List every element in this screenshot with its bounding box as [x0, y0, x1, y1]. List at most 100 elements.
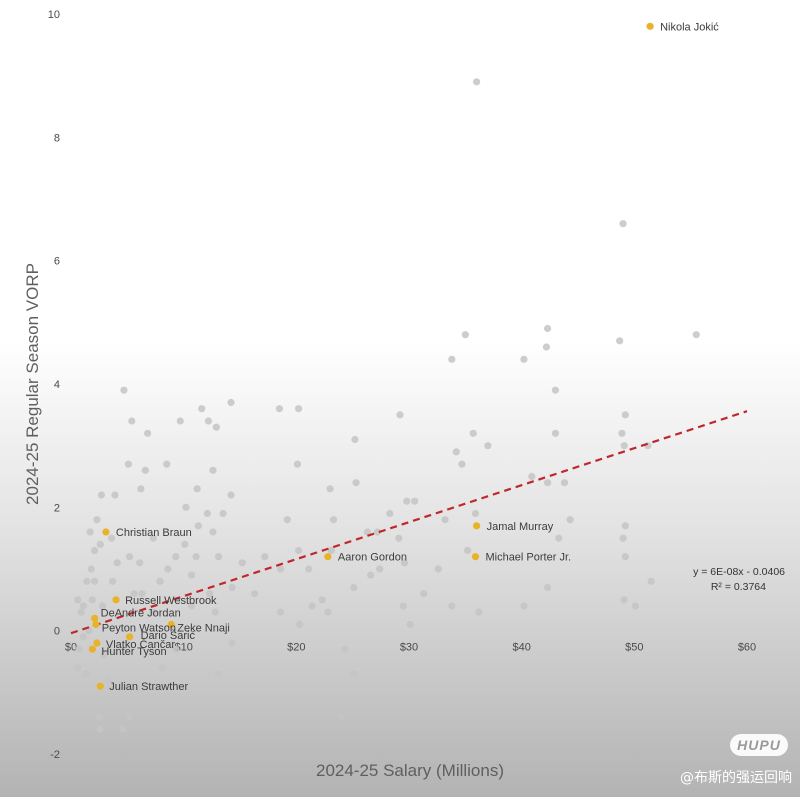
- x-tick-label: $10: [174, 642, 192, 654]
- league-point: [98, 602, 107, 610]
- league-point: [182, 503, 190, 511]
- axes: -2 0 2 4 6 8 10 $0 $10 $20 $30 $40 $50 $60: [48, 9, 756, 761]
- league-point: [324, 608, 332, 616]
- league-point: [96, 725, 104, 733]
- league-point: [448, 355, 456, 363]
- league-point: [228, 583, 236, 592]
- league-point: [631, 602, 640, 610]
- player-label: Russell Westbrook: [125, 595, 217, 607]
- league-point: [276, 608, 285, 616]
- x-tick-label: $40: [512, 642, 530, 654]
- league-point: [283, 516, 291, 524]
- league-point: [471, 509, 480, 518]
- player-label: Vlatko Čančar: [106, 638, 175, 651]
- league-point: [327, 546, 335, 555]
- y-tick-label: 4: [54, 379, 60, 391]
- league-point: [124, 460, 133, 468]
- league-point: [164, 565, 172, 573]
- league-point: [149, 682, 157, 690]
- league-point: [395, 534, 403, 542]
- league-point: [187, 602, 196, 610]
- trendline-equation: y = 6E-08x - 0.0406: [693, 566, 785, 578]
- player-label: Aaron Gordon: [338, 552, 407, 564]
- highlight-point: [96, 682, 104, 690]
- league-point: [484, 442, 492, 450]
- league-point: [616, 337, 624, 345]
- highlight-points: [88, 22, 654, 690]
- league-point: [119, 725, 127, 733]
- league-point: [308, 602, 316, 610]
- league-point: [434, 565, 442, 573]
- league-point: [95, 713, 103, 721]
- league-point: [403, 497, 411, 505]
- league-point: [275, 405, 284, 413]
- league-point: [209, 528, 217, 536]
- league-point: [441, 516, 449, 524]
- league-point: [87, 565, 95, 573]
- league-point: [452, 448, 460, 456]
- league-point: [318, 596, 326, 604]
- league-point: [326, 485, 334, 493]
- league-point: [214, 670, 223, 678]
- league-point: [149, 534, 157, 542]
- league-point: [91, 577, 99, 585]
- league-point: [172, 553, 180, 561]
- league-point: [350, 583, 358, 592]
- league-point: [458, 460, 466, 468]
- league-point: [88, 596, 97, 604]
- league-point: [276, 565, 285, 573]
- league-point: [74, 596, 82, 604]
- league-point: [621, 553, 629, 561]
- league-point: [79, 633, 87, 641]
- league-point: [181, 540, 189, 548]
- league-point: [211, 694, 219, 703]
- league-point: [193, 485, 201, 493]
- league-point: [198, 405, 206, 413]
- highlight-point: [473, 522, 481, 530]
- league-point: [149, 608, 157, 616]
- highlight-point: [88, 645, 97, 653]
- x-tick-label: $0: [65, 642, 77, 654]
- player-label: Julian Strawther: [109, 681, 188, 693]
- league-point: [367, 571, 375, 579]
- trendline-group: [70, 410, 748, 635]
- league-point: [373, 528, 382, 536]
- league-point: [621, 522, 629, 530]
- league-point: [97, 491, 106, 499]
- league-point: [137, 485, 145, 493]
- league-point: [543, 583, 552, 592]
- league-point: [543, 324, 552, 333]
- league-point: [620, 596, 628, 604]
- league-point: [420, 590, 428, 598]
- league-points: [74, 78, 700, 733]
- league-point: [219, 509, 227, 518]
- highlight-point: [102, 528, 110, 536]
- league-point: [204, 417, 213, 425]
- league-point: [520, 355, 528, 363]
- league-point: [411, 497, 419, 505]
- league-point: [96, 540, 104, 548]
- league-point: [352, 479, 360, 487]
- league-point: [463, 546, 472, 555]
- league-point: [156, 577, 164, 585]
- league-point: [137, 688, 145, 696]
- league-point: [399, 602, 407, 610]
- league-point: [227, 398, 235, 407]
- highlight-point: [92, 620, 100, 629]
- league-point: [194, 522, 202, 530]
- league-point: [172, 645, 180, 653]
- league-point: [82, 670, 90, 678]
- league-point: [93, 516, 101, 524]
- player-label: Christian Braun: [116, 527, 192, 539]
- league-point: [128, 417, 136, 425]
- league-point: [551, 429, 560, 437]
- league-point: [337, 713, 345, 721]
- league-point: [329, 516, 338, 524]
- league-point: [542, 343, 551, 351]
- league-point: [111, 491, 119, 499]
- league-point: [136, 559, 144, 567]
- league-point: [104, 676, 112, 684]
- league-point: [130, 590, 138, 598]
- y-tick-label: -2: [50, 749, 60, 761]
